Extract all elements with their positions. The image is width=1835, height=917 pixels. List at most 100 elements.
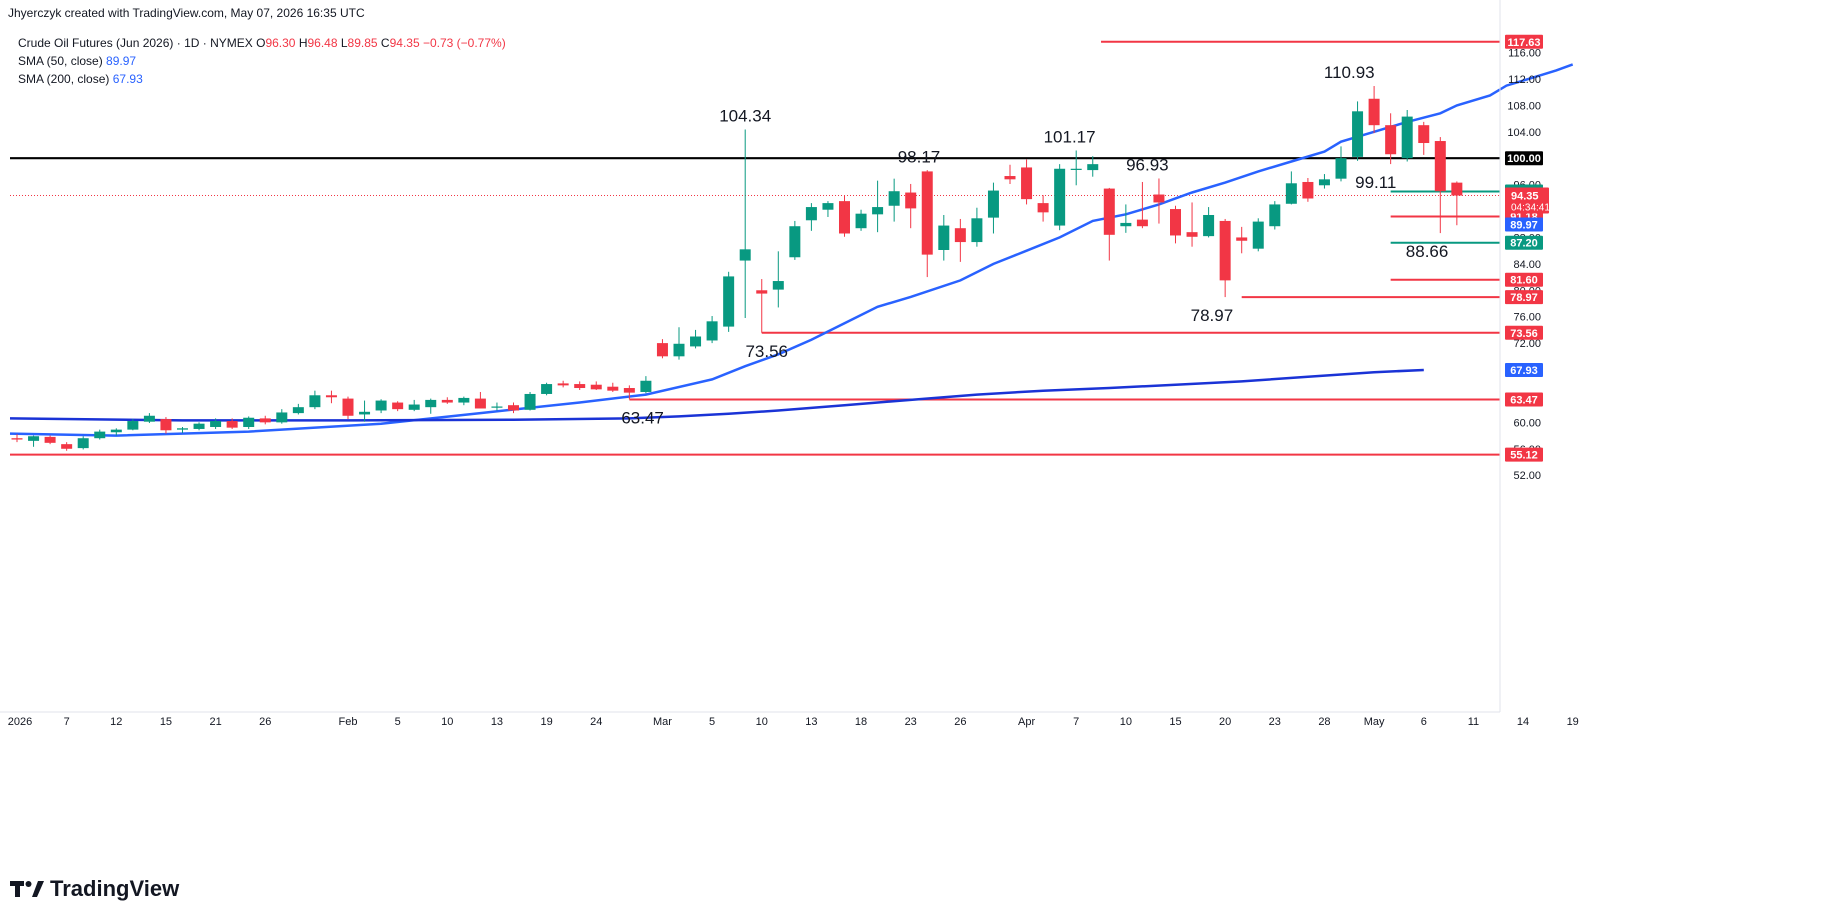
level-badge-bg xyxy=(1505,235,1543,250)
candle-body xyxy=(954,228,966,243)
level-badge: 100.00 xyxy=(1507,153,1541,165)
candle xyxy=(1401,109,1413,162)
legend-symbol-row[interactable]: Crude Oil Futures (Jun 2026) · 1D · NYME… xyxy=(18,34,506,52)
candle xyxy=(1318,174,1330,189)
candle xyxy=(193,422,205,431)
candle-body xyxy=(342,398,354,416)
candle xyxy=(640,376,652,394)
candle-body xyxy=(607,386,619,391)
candle xyxy=(1451,181,1463,226)
candle xyxy=(1434,137,1446,234)
candle-body xyxy=(1236,237,1248,241)
candle xyxy=(177,426,188,433)
candle xyxy=(706,316,718,344)
candle-body xyxy=(822,203,834,210)
level-badge: 117.63 xyxy=(1507,37,1540,49)
candle-body xyxy=(259,418,271,423)
candle-body xyxy=(143,415,155,422)
candle xyxy=(1368,86,1380,134)
candle xyxy=(61,442,73,451)
price-tick-label: 72.00 xyxy=(1513,338,1541,350)
price-annotation: 99.11 xyxy=(1355,173,1396,192)
level-badge: 78.97 xyxy=(1510,292,1538,304)
time-axis: 2026 7 12 15 21 26 Feb 5 10 13 19 24 Mar 5 10 13 18 23 26 A… xyxy=(0,711,1579,728)
candle-body xyxy=(772,281,784,290)
price-tick-label: 112.00 xyxy=(1508,74,1541,86)
candle xyxy=(756,279,768,333)
level-badge-bg xyxy=(1505,34,1543,49)
candle xyxy=(623,385,635,400)
candle-body xyxy=(1120,222,1132,227)
price-tick-label: 84.00 xyxy=(1513,259,1541,271)
candle xyxy=(110,428,122,436)
tradingview-brand: TradingView xyxy=(10,876,179,902)
time-tick-label: 15 xyxy=(1169,716,1181,728)
candle xyxy=(1352,101,1364,161)
candle xyxy=(541,382,553,396)
candle-body xyxy=(1269,204,1281,227)
candle-body xyxy=(160,419,172,431)
time-tick-label: 23 xyxy=(1269,716,1281,728)
sma-50-line xyxy=(9,63,1574,437)
time-tick-label: 21 xyxy=(209,716,221,728)
candle-body xyxy=(723,276,735,327)
legend-sma200-row[interactable]: SMA (200, close) 67.93 xyxy=(18,70,506,88)
candle-body xyxy=(855,213,867,229)
candle xyxy=(408,399,420,412)
candle xyxy=(971,207,983,247)
time-tick-label: 20 xyxy=(1219,716,1231,728)
candle xyxy=(441,397,453,404)
candle-body xyxy=(1203,214,1215,237)
candle-body xyxy=(359,411,371,415)
time-tick-label: 13 xyxy=(805,716,817,728)
time-tick-label: 7 xyxy=(1073,716,1079,728)
legend-low-label: L xyxy=(340,36,348,50)
candle-body xyxy=(1037,203,1049,213)
candle xyxy=(160,417,172,434)
candle xyxy=(1170,205,1181,244)
candle-body xyxy=(557,383,569,386)
candle-body xyxy=(1335,158,1347,179)
candle-body xyxy=(640,380,652,392)
time-tick-label: 10 xyxy=(441,716,453,728)
time-tick-label: 5 xyxy=(709,716,715,728)
level-badge: 87.20 xyxy=(1510,238,1538,250)
level-badge-bg xyxy=(1505,272,1543,287)
candle xyxy=(491,402,503,411)
legend-close: 94.35 xyxy=(389,36,420,50)
candle xyxy=(607,382,619,392)
time-tick-label: Feb xyxy=(339,716,358,728)
candle xyxy=(44,435,56,445)
price-annotation: 98.17 xyxy=(898,147,941,166)
candle xyxy=(656,339,668,359)
candle-body xyxy=(1302,181,1314,199)
price-badge-price: 94.35 xyxy=(1511,191,1539,203)
legend-close-label: C xyxy=(380,36,390,50)
candle-body xyxy=(28,436,40,441)
legend-low: 89.85 xyxy=(347,36,378,50)
candle xyxy=(94,429,106,440)
time-tick-label: 7 xyxy=(64,716,70,728)
price-tick-label: 76.00 xyxy=(1513,312,1541,324)
candle-body xyxy=(690,336,702,347)
candle-body xyxy=(524,393,536,410)
time-tick-label: 19 xyxy=(540,716,552,728)
legend-sma50-row[interactable]: SMA (50, close) 89.97 xyxy=(18,52,506,70)
tradingview-logo-icon xyxy=(10,881,44,897)
legend-sma50-value: 89.97 xyxy=(106,54,137,68)
time-tick-label: 24 xyxy=(590,716,602,728)
candle-body xyxy=(77,438,89,449)
price-tick-label: 108.00 xyxy=(1507,100,1541,112)
time-tick-label: Apr xyxy=(1018,716,1035,728)
sma-badge: 89.97 xyxy=(1510,219,1538,231)
time-tick-label: 5 xyxy=(395,716,401,728)
candle-body xyxy=(309,395,321,408)
price-chart[interactable]: 104.3473.5698.17101.1796.9378.9763.47110… xyxy=(0,0,1835,870)
legend-open-label: O xyxy=(256,36,266,50)
candle xyxy=(524,391,536,411)
candle-body xyxy=(938,225,950,250)
candle-body xyxy=(94,431,106,439)
candle-body xyxy=(1451,182,1463,196)
price-annotation: 73.56 xyxy=(745,342,788,361)
candle xyxy=(739,129,751,319)
